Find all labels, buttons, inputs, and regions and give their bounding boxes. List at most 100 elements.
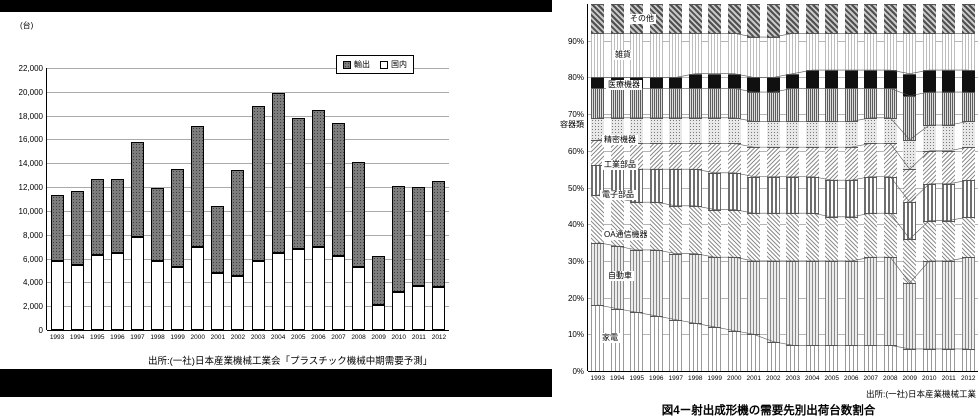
left-x-tick-label: 2004 (270, 334, 286, 341)
stack-segment (786, 73, 800, 89)
domestic-bar-segment (211, 272, 225, 330)
right-x-tick-label: 2006 (844, 375, 859, 382)
stack-segment (883, 88, 897, 118)
stack-segment (766, 92, 780, 122)
stack-segment (961, 33, 975, 71)
stack-segment (669, 88, 683, 118)
category-label: 家電 (600, 332, 620, 343)
left-x-tick-label: 2000 (190, 334, 205, 341)
left-gridline (47, 258, 449, 260)
stack-segment (727, 172, 741, 210)
stack-segment (961, 257, 975, 349)
right-y-tick-label: 60% (567, 146, 584, 156)
legend-item-domestic: 国内 (380, 59, 407, 70)
domestic-bar-segment (372, 305, 386, 330)
stack-segment (903, 348, 917, 371)
stack-segment (903, 202, 917, 239)
stack-segment (630, 88, 644, 118)
stack-segment (961, 147, 975, 181)
stack-segment (727, 4, 741, 34)
left-x-tick-label: 2011 (411, 334, 426, 341)
right-y-tick-label: 70% (567, 110, 584, 120)
left-gridline (47, 282, 449, 284)
left-x-tick-label: 2005 (291, 334, 306, 341)
stack-segment (825, 4, 839, 34)
stack-segment (688, 117, 702, 144)
stack-segment (844, 147, 858, 181)
stack-segment (766, 77, 780, 93)
stack-segment (786, 345, 800, 371)
stack-segment (688, 73, 702, 89)
left-x-tick-label: 2008 (351, 334, 366, 341)
stack-segment (805, 70, 819, 89)
left-x-tick-label: 2007 (331, 334, 346, 341)
export-bar-segment (311, 109, 325, 247)
stack-segment (883, 70, 897, 89)
domestic-bar-segment (191, 246, 205, 330)
domestic-legend-label: 国内 (391, 60, 407, 69)
stack-segment (766, 147, 780, 177)
right-y-tick-label: 20% (567, 293, 584, 303)
stack-segment (844, 70, 858, 89)
stack-segment (708, 143, 722, 173)
export-bar-segment (432, 181, 446, 288)
left-y-tick-label: 18,000 (18, 111, 43, 121)
legend-item-export: 輸出 (343, 59, 370, 70)
stack-segment (708, 257, 722, 327)
stack-segment (942, 4, 956, 34)
right-x-tick-label: 2001 (746, 375, 761, 382)
left-x-tick-label: 1997 (130, 334, 145, 341)
stack-segment (786, 176, 800, 214)
left-x-tick-label: 1999 (170, 334, 185, 341)
stack-segment (883, 213, 897, 258)
stack-segment (747, 176, 761, 214)
left-y-tick-label: 20,000 (18, 87, 43, 97)
stack-segment (961, 4, 975, 34)
domestic-bar-segment (271, 252, 285, 330)
left-gridline (47, 330, 449, 331)
right-x-tick-label: 1995 (629, 375, 644, 382)
right-y-tick-label: 90% (567, 36, 584, 46)
domestic-bar-segment (331, 256, 345, 330)
domestic-bar-segment (432, 287, 446, 330)
stack-segment (942, 260, 956, 349)
stack-segment (669, 143, 683, 170)
left-chart-panel: (台) 輸出 国内 0 2,000 4,000 6,000 8,000 10,000 12,… (0, 0, 552, 397)
stack-segment (805, 345, 819, 371)
stack-segment (961, 348, 975, 371)
stack-segment (864, 4, 878, 34)
stack-segment (591, 242, 605, 305)
left-axis-unit-label: (台) (20, 21, 34, 30)
stack-segment (844, 88, 858, 122)
export-bar-segment (372, 256, 386, 305)
stack-segment (747, 334, 761, 371)
stack-segment (747, 260, 761, 335)
stack-segment (747, 77, 761, 93)
left-gridline (47, 187, 449, 189)
right-gridline (588, 40, 978, 42)
right-x-tick-label: 2003 (785, 375, 800, 382)
stack-segment (942, 150, 956, 184)
stack-segment (727, 209, 741, 258)
right-gridline (588, 334, 978, 336)
stack-segment (942, 70, 956, 93)
export-bar-segment (171, 169, 185, 267)
stack-segment (766, 4, 780, 38)
left-y-tick-label: 2,000 (22, 302, 43, 312)
stack-segment (844, 260, 858, 346)
domestic-bar-segment (50, 260, 64, 330)
right-gridline (588, 224, 978, 226)
export-bar-segment (151, 188, 165, 261)
category-label: 精密機器 (602, 134, 638, 145)
domestic-bar-segment (251, 260, 265, 330)
left-gridline (47, 68, 449, 69)
stack-segment (727, 73, 741, 89)
left-y-tick-label: 0 (38, 326, 43, 335)
stack-segment (669, 319, 683, 371)
stack-segment (649, 77, 663, 89)
stack-segment (630, 312, 644, 371)
stack-segment (961, 180, 975, 217)
stack-segment (649, 249, 663, 316)
left-gridline (47, 163, 449, 165)
